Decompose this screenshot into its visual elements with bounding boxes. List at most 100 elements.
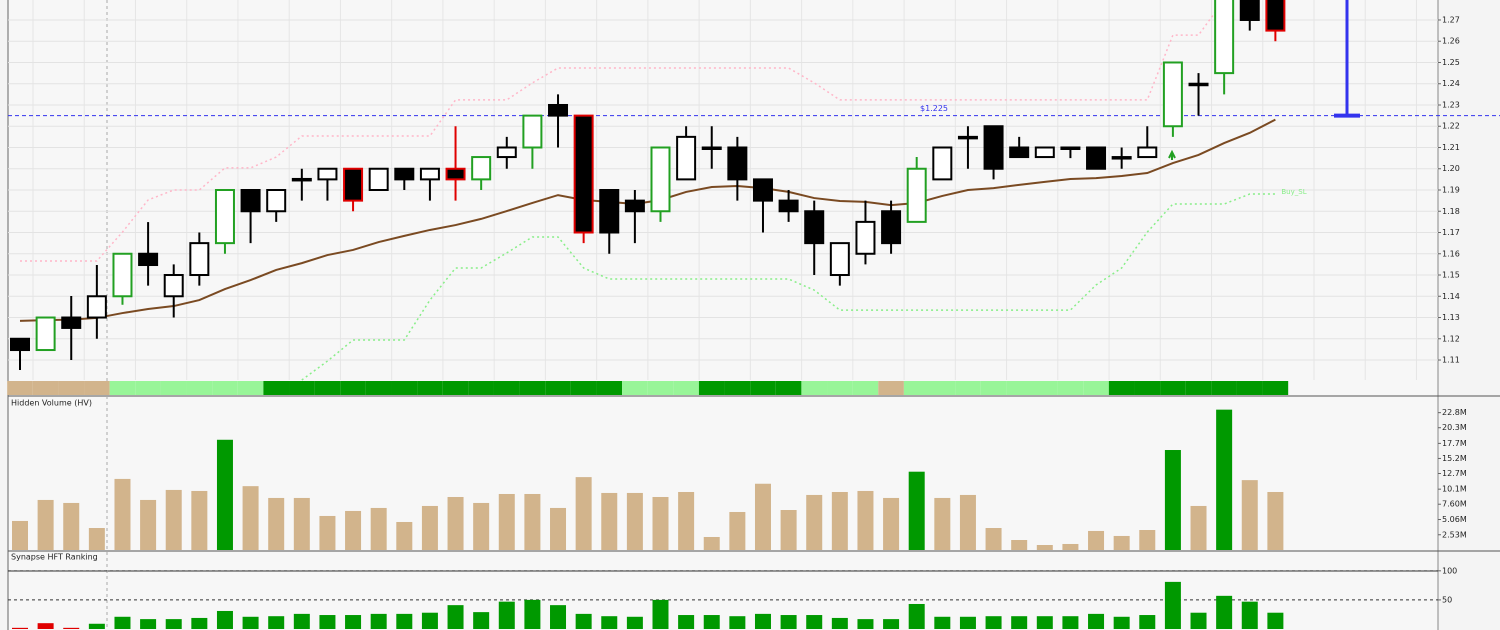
price-line-label: $1.225 bbox=[920, 104, 948, 113]
trend-band bbox=[647, 381, 674, 395]
bar bbox=[754, 613, 771, 629]
bar bbox=[447, 496, 464, 550]
bar bbox=[806, 494, 823, 550]
bar bbox=[780, 615, 797, 629]
bar bbox=[575, 613, 592, 629]
bar bbox=[729, 511, 746, 550]
trend-band bbox=[1108, 381, 1135, 395]
y-tick-label: 1.25 bbox=[1442, 58, 1460, 67]
trend-band bbox=[493, 381, 520, 395]
bar bbox=[370, 507, 387, 550]
bar bbox=[550, 507, 567, 550]
bar bbox=[1011, 616, 1028, 629]
bar bbox=[1267, 612, 1284, 629]
trend-band bbox=[878, 381, 904, 395]
bar bbox=[831, 617, 848, 629]
candle-body bbox=[829, 242, 850, 277]
trend-band bbox=[314, 381, 341, 395]
trend-band bbox=[827, 381, 853, 395]
y-tick-label: 1.15 bbox=[1442, 271, 1460, 280]
bar bbox=[421, 612, 438, 629]
trend-band bbox=[417, 381, 443, 395]
candle-body bbox=[650, 146, 671, 213]
bar bbox=[191, 617, 208, 629]
bar bbox=[319, 515, 336, 550]
candle-body bbox=[240, 189, 261, 213]
trend-band bbox=[1236, 381, 1263, 395]
bar bbox=[1190, 612, 1207, 629]
candle-body bbox=[61, 316, 82, 329]
candle-body bbox=[624, 199, 645, 213]
y-tick-label: 50 bbox=[1442, 595, 1452, 604]
trend-band bbox=[750, 381, 776, 395]
bar bbox=[626, 492, 643, 550]
trend-band bbox=[622, 381, 648, 395]
y-tick-label: 1.21 bbox=[1442, 143, 1460, 152]
bar bbox=[1036, 545, 1053, 550]
candle-body bbox=[932, 146, 953, 181]
bar bbox=[63, 502, 80, 550]
candle-body bbox=[1188, 82, 1209, 87]
bar bbox=[12, 627, 28, 629]
bar bbox=[626, 616, 643, 629]
candle-body bbox=[752, 178, 773, 202]
trend-band bbox=[263, 381, 290, 395]
candle-body bbox=[1265, 0, 1286, 32]
trend-band bbox=[84, 381, 110, 395]
candle-body bbox=[163, 274, 184, 298]
bar bbox=[934, 497, 951, 550]
bar bbox=[88, 623, 105, 629]
candle-body bbox=[983, 125, 1004, 170]
candle-body bbox=[778, 199, 799, 213]
bar bbox=[703, 615, 720, 629]
candle-body bbox=[471, 156, 492, 181]
y-tick-label: 10.1M bbox=[1442, 485, 1467, 494]
candle-body bbox=[35, 316, 56, 352]
bar bbox=[1241, 601, 1258, 629]
bar bbox=[652, 496, 669, 550]
bar bbox=[1036, 616, 1053, 629]
indicator-line bbox=[301, 193, 1276, 381]
bar bbox=[1164, 581, 1181, 629]
candle-body bbox=[727, 146, 748, 181]
trend-band bbox=[32, 381, 59, 395]
bar bbox=[524, 493, 541, 550]
y-tick-label: 22.8M bbox=[1442, 408, 1467, 417]
trend-band bbox=[570, 381, 597, 395]
candle-body bbox=[86, 295, 107, 319]
trend-band bbox=[468, 381, 494, 395]
bar bbox=[242, 616, 259, 629]
candle-body bbox=[1086, 146, 1107, 170]
bar bbox=[754, 483, 771, 550]
bar bbox=[601, 616, 618, 629]
candle-body bbox=[804, 210, 825, 245]
bar bbox=[959, 494, 976, 550]
candle-body bbox=[573, 114, 594, 234]
bar bbox=[345, 615, 362, 629]
bar bbox=[1216, 595, 1233, 629]
bar bbox=[268, 616, 285, 629]
bar bbox=[1267, 491, 1284, 550]
bar bbox=[421, 505, 438, 550]
candle-body bbox=[881, 210, 902, 245]
y-tick-label: 5.06M bbox=[1442, 515, 1467, 524]
trend-band bbox=[955, 381, 981, 395]
bar bbox=[216, 439, 233, 550]
bar bbox=[1190, 505, 1207, 550]
bar bbox=[780, 510, 797, 550]
trend-band bbox=[237, 381, 264, 395]
candle-body bbox=[676, 135, 697, 181]
bar bbox=[165, 619, 182, 629]
trend-band bbox=[596, 381, 623, 395]
trend-band bbox=[1134, 381, 1161, 395]
bar bbox=[985, 528, 1002, 550]
y-tick-label: 1.14 bbox=[1442, 292, 1460, 301]
bar bbox=[498, 601, 515, 629]
candle-body bbox=[138, 252, 159, 267]
candle-body bbox=[701, 146, 722, 150]
bar bbox=[37, 499, 54, 550]
y-tick-label: 1.24 bbox=[1442, 79, 1460, 88]
bar bbox=[1241, 480, 1258, 550]
bar bbox=[345, 510, 362, 550]
bar bbox=[1139, 530, 1156, 550]
